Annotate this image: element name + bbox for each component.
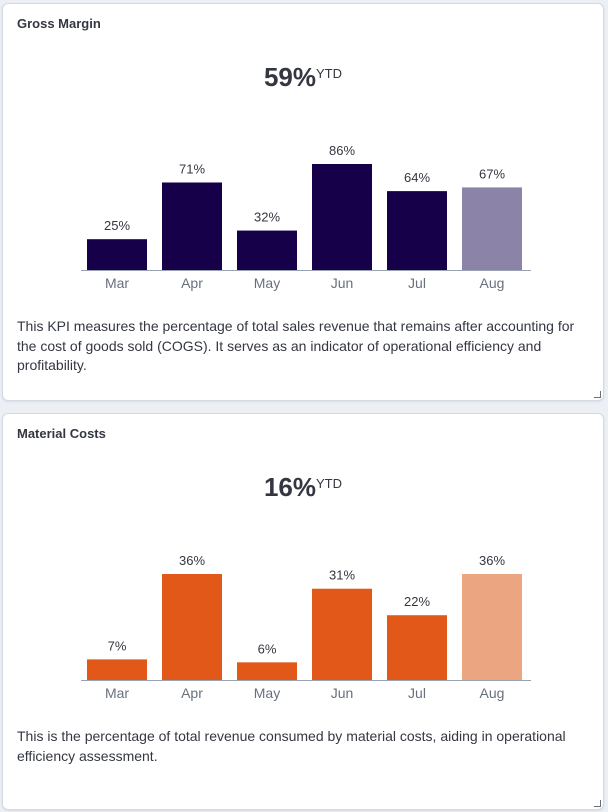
card-description: This is the percentage of total revenue … (17, 728, 566, 764)
card-description: This KPI measures the percentage of tota… (17, 318, 575, 373)
bar-apr[interactable] (162, 182, 222, 270)
bar-apr[interactable] (162, 574, 222, 680)
x-tick-label: Jun (331, 685, 354, 701)
card-title: Material Costs (17, 426, 106, 441)
x-tick-label: Jun (331, 275, 354, 291)
kpi-metric: 16%YTD (3, 472, 603, 508)
x-tick-label: Apr (181, 685, 203, 701)
data-label: 64% (404, 170, 430, 185)
data-label: 22% (404, 594, 430, 609)
bar-jun[interactable] (312, 588, 372, 680)
bar-aug[interactable] (462, 574, 522, 680)
bar-may[interactable] (237, 662, 297, 680)
x-tick-label: Aug (480, 685, 505, 701)
data-label: 86% (329, 143, 355, 158)
x-tick-label: Jul (408, 685, 426, 701)
data-label: 7% (108, 638, 127, 653)
gross-margin-bar-chart: 25% Mar 71% Apr 32% May 86% Jun 64% Jul 67% Aug (81, 143, 531, 291)
data-label: 67% (479, 166, 505, 181)
x-tick-label: Mar (105, 275, 129, 291)
x-tick-label: Aug (480, 275, 505, 291)
data-label: 36% (479, 553, 505, 568)
x-tick-label: Jul (408, 275, 426, 291)
bar-jul[interactable] (387, 191, 447, 270)
x-tick-label: May (254, 275, 280, 291)
data-label: 36% (179, 553, 205, 568)
material-costs-card: Material Costs 16%YTD 7% Mar 36% Apr 6% May 31… (2, 413, 604, 810)
kpi-value: 16% (263, 472, 317, 502)
data-label: 32% (254, 210, 280, 225)
gross-margin-card: Gross Margin 59%YTD 25% Mar 71% Apr 32% May 86… (2, 3, 604, 401)
data-label: 25% (104, 218, 130, 233)
material-costs-bar-chart: 7% Mar 36% Apr 6% May 31% Jun 22% Jul 36% Aug (81, 553, 531, 701)
bar-mar[interactable] (87, 659, 147, 680)
x-tick-label: Apr (181, 275, 203, 291)
kpi-value: 59% (263, 62, 317, 92)
bar-mar[interactable] (87, 239, 147, 270)
bar-aug[interactable] (462, 187, 522, 270)
data-label: 6% (258, 641, 277, 656)
x-tick-label: May (254, 685, 280, 701)
resize-handle[interactable] (594, 800, 601, 807)
data-label: 71% (179, 161, 205, 176)
kpi-suffix: YTD (316, 476, 343, 491)
kpi-suffix: YTD (316, 66, 343, 81)
resize-handle[interactable] (594, 391, 601, 398)
data-label: 31% (329, 568, 355, 583)
bar-may[interactable] (237, 230, 297, 270)
bar-jun[interactable] (312, 164, 372, 270)
x-tick-label: Mar (105, 685, 129, 701)
kpi-metric: 59%YTD (3, 62, 603, 98)
bar-jul[interactable] (387, 615, 447, 680)
card-title: Gross Margin (17, 16, 101, 31)
